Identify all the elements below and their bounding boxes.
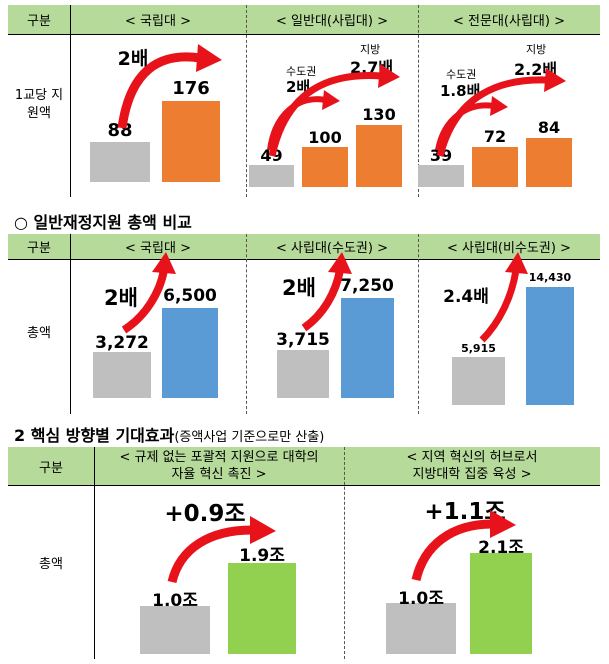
table2-col-divider (246, 234, 247, 414)
header-label: < 일반대(사립대) > (276, 14, 388, 29)
bar-regional-total-after (526, 287, 574, 405)
value-label: 2.1조 (478, 538, 524, 558)
bar-private-univ-base (249, 165, 294, 187)
multiplier-label: 2배 (282, 276, 316, 300)
table3-header-divider (8, 485, 600, 486)
bar-national-total-after (162, 308, 218, 398)
value-label: 176 (172, 78, 210, 99)
table3-col-divider (94, 447, 95, 659)
sub-label-regional: 지방 (360, 43, 381, 56)
bar-capital-total-after (341, 298, 394, 398)
table1-header-col2: < 일반대(사립대) > (246, 5, 418, 34)
bar-autonomy-after (228, 563, 296, 654)
table2-header-col3: < 사립대(비수도권) > (418, 234, 600, 259)
table-expected-effect: 구분 < 규제 없는 포괄적 지원으로 대학의 자율 혁신 촉진 > < 지역 … (8, 447, 600, 659)
header-label: 구분 (27, 241, 51, 256)
table1-row-label: 1교당 지원액 (14, 88, 64, 121)
value-label: 1.9조 (239, 546, 285, 566)
header-label: < 사립대(수도권) > (276, 241, 388, 256)
bar-capital-total-before (277, 350, 329, 398)
table1-header-divider (8, 34, 600, 35)
header-label: 구분 (39, 460, 63, 476)
header-label: < 국립대 > (125, 14, 191, 29)
header-label-line1: < 규제 없는 포괄적 지원으로 대학의 (119, 450, 319, 465)
table3-header-col0: 구분 (8, 447, 94, 485)
header-label: < 전문대(사립대) > (453, 14, 565, 29)
value-label: 1.0조 (398, 589, 444, 609)
bar-college-regional (526, 138, 572, 187)
multiplier-label: 2.4배 (443, 287, 489, 307)
bar-national-after (162, 101, 220, 182)
multiplier-label: +0.9조 (164, 501, 246, 527)
value-label: 6,500 (163, 286, 217, 306)
value-label: 5,915 (461, 342, 496, 355)
bar-private-univ-regional (356, 125, 402, 187)
section-number: 2 (14, 426, 26, 445)
table1-header-col1: < 국립대 > (70, 5, 246, 34)
table-total-support: 구분 < 국립대 > < 사립대(수도권) > < 사립대(비수도권) > 총액 (8, 234, 600, 414)
bar-autonomy-before (140, 606, 210, 654)
bar-national-before (90, 142, 150, 182)
bar-regional-total-before (452, 357, 505, 405)
bar-regional-hub-after (470, 553, 532, 654)
value-label: 84 (537, 118, 561, 137)
table2-row-label: 총액 (27, 326, 51, 341)
section-title-expected-effect: 2 핵심 방향별 기대효과(증액사업 기준으로만 산출) (14, 422, 324, 446)
bar-national-total-before (93, 352, 151, 398)
table1-col-divider (418, 5, 419, 197)
multiplier-label: 2배 (104, 286, 138, 310)
bar-college-capital (472, 147, 518, 187)
bullet: ○ (14, 213, 28, 232)
value-label: 1.0조 (152, 591, 198, 611)
sub-label-capital: 수도권 (286, 65, 317, 78)
table3-header-col2: < 지역 혁신의 허브로서 지방대학 집중 육성 > (344, 447, 600, 485)
header-label: 구분 (27, 14, 51, 29)
table2-header-col1: < 국립대 > (70, 234, 246, 259)
bar-private-univ-capital (302, 147, 348, 187)
table3-col-divider (344, 447, 345, 659)
table1-header-col3: < 전문대(사립대) > (418, 5, 600, 34)
table3-header-col1: < 규제 없는 포괄적 지원으로 대학의 자율 혁신 촉진 > (94, 447, 344, 485)
value-label: 72 (483, 127, 507, 146)
header-label-line2: 지방대학 집중 육성 > (412, 467, 532, 482)
table2-header-col2: < 사립대(수도권) > (246, 234, 418, 259)
table1-header-col0: 구분 (8, 5, 70, 34)
value-label: 3,715 (276, 330, 330, 350)
value-label: 100 (308, 128, 342, 147)
sub-label-capital: 수도권 (446, 68, 477, 81)
value-label: 7,250 (340, 276, 394, 296)
value-label: 14,430 (528, 271, 572, 284)
header-label-line1: < 지역 혁신의 허브로서 (406, 450, 538, 465)
table2-col-divider (418, 234, 419, 414)
table1-col-divider (246, 5, 247, 197)
table2-header-divider (8, 259, 600, 260)
value-label: 3,272 (95, 333, 149, 353)
header-label-line2: 자율 혁신 촉진 > (171, 467, 267, 482)
sub-label-regional: 지방 (526, 43, 547, 56)
table3-row-label: 총액 (39, 557, 63, 572)
table-support-per-school: 구분 < 국립대 > < 일반대(사립대) > < 전문대(사립대) > 1교당… (8, 5, 600, 197)
header-label: < 사립대(비수도권) > (447, 241, 571, 256)
table1-col-divider (70, 5, 71, 197)
bar-regional-hub-before (386, 603, 456, 654)
multiplier-label: 1.8배 (440, 82, 481, 100)
section-note: (증액사업 기준으로만 산출) (174, 430, 325, 445)
table2-header-col0: 구분 (8, 234, 70, 259)
section-title-total-compare: ○ 일반재정지원 총액 비교 (14, 209, 192, 233)
table2-col-divider (70, 234, 71, 414)
section-title-text: 일반재정지원 총액 비교 (33, 213, 192, 232)
multiplier-label: 2배 (117, 48, 149, 70)
bar-college-base (418, 165, 464, 187)
header-label: < 국립대 > (125, 241, 191, 256)
section-title-text: 핵심 방향별 기대효과 (30, 426, 175, 445)
value-label: 130 (362, 105, 396, 124)
